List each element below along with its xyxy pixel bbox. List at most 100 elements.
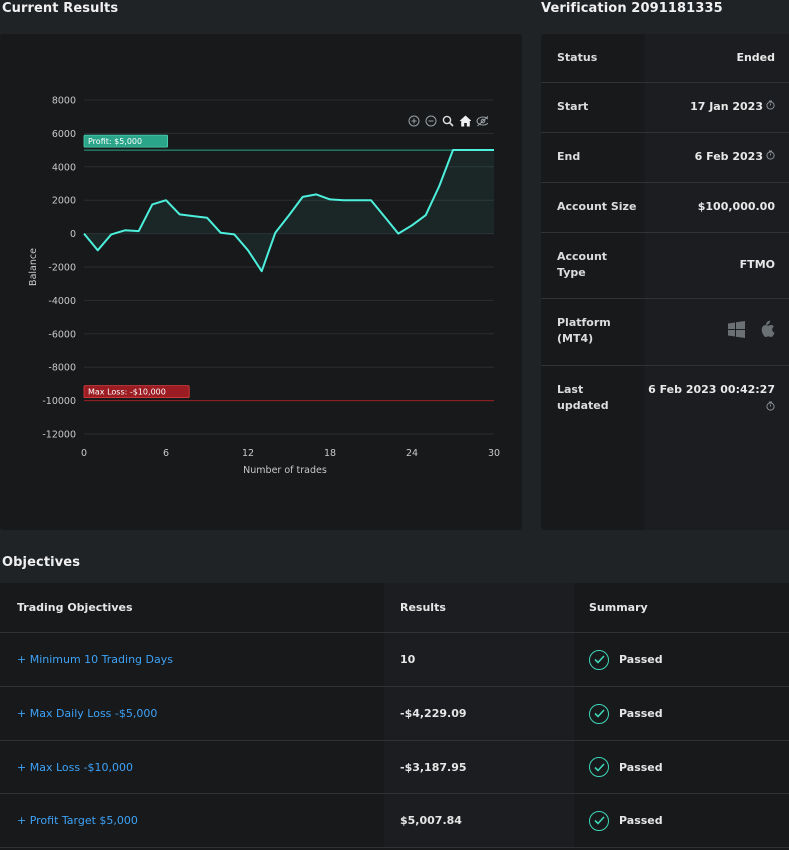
x-tick-label: 24 <box>406 448 418 459</box>
objective-cell: + Profit Target $5,000 <box>0 794 384 847</box>
current-results-title: Current Results <box>2 1 119 16</box>
end-row: End 6 Feb 2023 <box>541 133 789 183</box>
summary-cell: Passed <box>574 633 789 686</box>
last-updated-value: 6 Feb 2023 00:42:27 <box>648 383 775 396</box>
y-tick-label: -10000 <box>42 396 76 407</box>
table-row: + Profit Target $5,000 $5,007.84 Passed <box>0 794 789 848</box>
status-value: Ended <box>736 51 775 64</box>
clock-icon <box>766 99 775 115</box>
y-tick-label: -4000 <box>48 296 76 307</box>
balance-line <box>83 149 494 273</box>
chart-toolbar <box>408 114 488 128</box>
x-axis-label: Number of trades <box>243 465 327 476</box>
x-tick-label: 12 <box>242 448 254 459</box>
account-type-value: FTMO <box>739 258 775 271</box>
objectives-table: Trading Objectives Results Summary + Min… <box>0 583 789 850</box>
status-row: Status Ended <box>541 34 789 83</box>
end-value: 6 Feb 2023 <box>694 150 763 163</box>
pan-hide-icon[interactable] <box>476 115 488 127</box>
y-tick-label: 0 <box>70 229 76 240</box>
account-type-row: Account Type FTMO <box>541 233 789 299</box>
objective-link-min-trading-days[interactable]: + Minimum 10 Trading Days <box>17 653 173 666</box>
account-size-value: $100,000.00 <box>697 200 775 213</box>
y-tick-label: 4000 <box>52 162 76 173</box>
account-type-label: Account Type <box>557 250 608 279</box>
zoom-out-icon[interactable] <box>425 115 437 127</box>
y-axis-label: Balance <box>28 248 39 286</box>
objectives-header-row: Trading Objectives Results Summary <box>0 583 789 633</box>
status-badge: Passed <box>589 757 663 777</box>
table-row: + Minimum 10 Trading Days 10 Passed <box>0 633 789 687</box>
zoom-in-icon[interactable] <box>408 115 420 127</box>
account-size-row: Account Size $100,000.00 <box>541 183 789 233</box>
clock-icon <box>766 149 775 165</box>
last-updated-row: Last updated 6 Feb 2023 00:42:27 <box>541 366 789 436</box>
x-tick-label: 6 <box>163 448 169 459</box>
max-loss-label-box <box>83 385 190 399</box>
y-tick-label: 2000 <box>52 196 76 207</box>
verification-value-column <box>645 34 789 530</box>
platform-icons <box>728 320 775 343</box>
apple-icon[interactable] <box>759 320 775 343</box>
header-summary: Summary <box>589 601 648 614</box>
clock-icon <box>766 400 775 416</box>
check-circle-icon <box>589 703 609 724</box>
objective-link-max-loss[interactable]: + Max Loss -$10,000 <box>17 760 134 774</box>
summary-text: Passed <box>619 814 663 827</box>
status-label: Status <box>557 51 598 64</box>
start-label: Start <box>557 100 589 113</box>
check-circle-icon <box>589 810 609 831</box>
summary-cell: Passed <box>574 794 789 847</box>
result-cell: 10 <box>384 633 574 686</box>
table-row: + Max Daily Loss -$5,000 -$4,229.09 Pass… <box>0 687 789 741</box>
account-size-label: Account Size <box>557 200 637 213</box>
objective-cell: + Max Loss -$10,000 <box>0 741 384 793</box>
summary-text: Passed <box>619 760 663 774</box>
x-tick-label: 0 <box>81 448 87 459</box>
balance-chart: 8000 6000 4000 2000 0 -2000 -4000 -6000 -8000 -10… <box>28 96 500 477</box>
verification-title: Verification 2091181335 <box>541 1 723 16</box>
check-circle-icon <box>589 649 609 670</box>
y-tick-label: 8000 <box>52 96 76 107</box>
header-results: Results <box>384 583 574 632</box>
verification-panel: Status Ended Start 17 Jan 2023 End 6 Feb… <box>541 34 789 530</box>
objectives-title: Objectives <box>2 555 81 570</box>
platform-row: Platform (MT4) <box>541 299 789 366</box>
start-row: Start 17 Jan 2023 <box>541 83 789 133</box>
home-icon[interactable] <box>459 115 471 127</box>
objective-link-max-daily-loss[interactable]: + Max Daily Loss -$5,000 <box>17 707 158 720</box>
start-value-wrap: 17 Jan 2023 <box>690 99 775 115</box>
header-trading-objectives: Trading Objectives <box>17 601 133 614</box>
summary-text: Passed <box>619 707 663 720</box>
balance-area <box>84 150 494 272</box>
y-tick-label: -8000 <box>48 363 76 374</box>
last-updated-label: Last updated <box>557 383 609 412</box>
summary-cell: Passed <box>574 687 789 740</box>
summary-text: Passed <box>619 653 663 666</box>
profit-label-box <box>83 134 168 148</box>
x-tick-label: 30 <box>488 448 500 459</box>
end-label: End <box>557 150 581 163</box>
status-badge: Passed <box>589 649 663 670</box>
last-updated-clock <box>763 400 775 416</box>
result-cell: -$3,187.95 <box>384 741 574 793</box>
chart-panel: 8000 6000 4000 2000 0 -2000 -4000 -6000 -8000 -10… <box>0 34 522 530</box>
status-badge: Passed <box>589 703 663 724</box>
result-cell: $5,007.84 <box>384 794 574 847</box>
y-tick-label: -12000 <box>42 430 76 441</box>
objective-cell: + Minimum 10 Trading Days <box>0 633 384 686</box>
table-row: + Max Loss -$10,000 -$3,187.95 Passed <box>0 741 789 794</box>
summary-cell: Passed <box>574 741 789 793</box>
status-badge: Passed <box>589 810 663 831</box>
start-value: 17 Jan 2023 <box>690 100 763 113</box>
check-circle-icon <box>589 757 609 777</box>
end-value-wrap: 6 Feb 2023 <box>695 149 775 165</box>
objective-link-profit-target[interactable]: + Profit Target $5,000 <box>17 814 138 827</box>
objective-cell: + Max Daily Loss -$5,000 <box>0 687 384 740</box>
magnifier-icon[interactable] <box>442 115 454 127</box>
y-tick-label: -2000 <box>48 263 76 274</box>
profit-label: Profit: $5,000 <box>88 137 142 146</box>
x-tick-label: 18 <box>324 448 336 459</box>
windows-icon[interactable] <box>728 320 745 343</box>
platform-label: Platform (MT4) <box>557 316 611 345</box>
